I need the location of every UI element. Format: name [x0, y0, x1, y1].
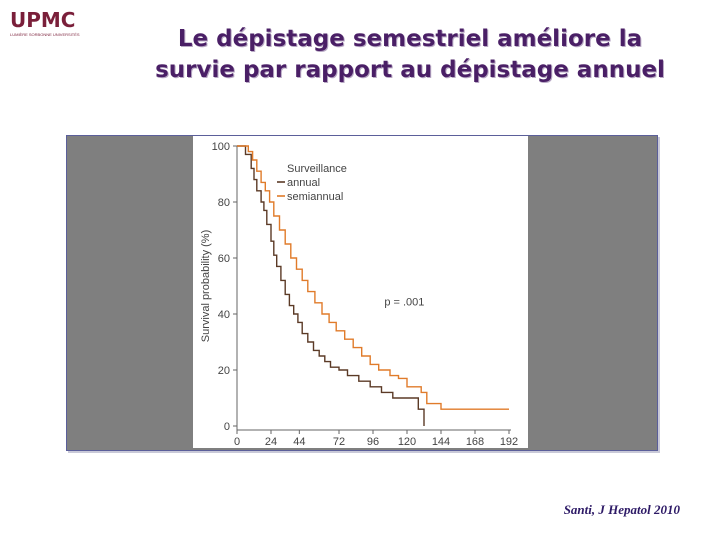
legend-label-annual: annual: [287, 177, 320, 189]
x-tick-label: 44: [293, 436, 305, 448]
x-tick-label: 144: [432, 436, 450, 448]
y-tick-label: 20: [218, 365, 230, 377]
x-tick-label: 192: [500, 436, 518, 448]
x-tick-label: 120: [398, 436, 416, 448]
slide-title: Le dépistage semestriel améliore la surv…: [110, 24, 710, 86]
x-tick-label: 0: [234, 436, 240, 448]
y-axis-label: Survival probability (%): [200, 230, 212, 342]
chart-panel: [193, 136, 528, 448]
survival-chart: 0 20 40 60 80 100 0 24 44 72 96 120 144 168 192 Surviv…: [200, 141, 519, 448]
x-tick-label: 96: [367, 436, 379, 448]
y-tick-label: 60: [218, 253, 230, 265]
logo-text: UPMC: [10, 8, 76, 32]
chart-series: [237, 145, 509, 426]
slide-title-line-2: survie par rapport au dépistage annuel: [155, 57, 665, 83]
series-line-semiannual: [237, 145, 509, 410]
legend-title: Surveillance: [287, 163, 347, 175]
x-tick-label: 24: [265, 436, 277, 448]
chart-ticks: 0 20 40 60 80 100 0 24 44 72 96 120 144 168 192: [212, 141, 519, 448]
y-tick-label: 80: [218, 197, 230, 209]
chart-axes: [236, 146, 511, 431]
p-value-annotation: p = .001: [384, 297, 424, 309]
legend-label-semiannual: semiannual: [287, 191, 343, 203]
x-tick-label: 72: [333, 436, 345, 448]
series-line-annual: [237, 145, 425, 426]
logo-subtitle: LUMIÈRE SORBONNE UNIVERSITÉS: [10, 32, 80, 37]
citation: Santi, J Hepatol 2010: [563, 502, 680, 517]
y-tick-label: 0: [224, 421, 230, 433]
y-tick-label: 100: [212, 141, 230, 153]
upmc-logo: UPMC LUMIÈRE SORBONNE UNIVERSITÉS: [10, 8, 80, 38]
slide-title-line-1: Le dépistage semestriel améliore la: [177, 26, 643, 52]
y-tick-label: 40: [218, 309, 230, 321]
chart-labels: Survival probability (%) Surveillance annu…: [200, 163, 424, 342]
x-tick-label: 168: [466, 436, 484, 448]
